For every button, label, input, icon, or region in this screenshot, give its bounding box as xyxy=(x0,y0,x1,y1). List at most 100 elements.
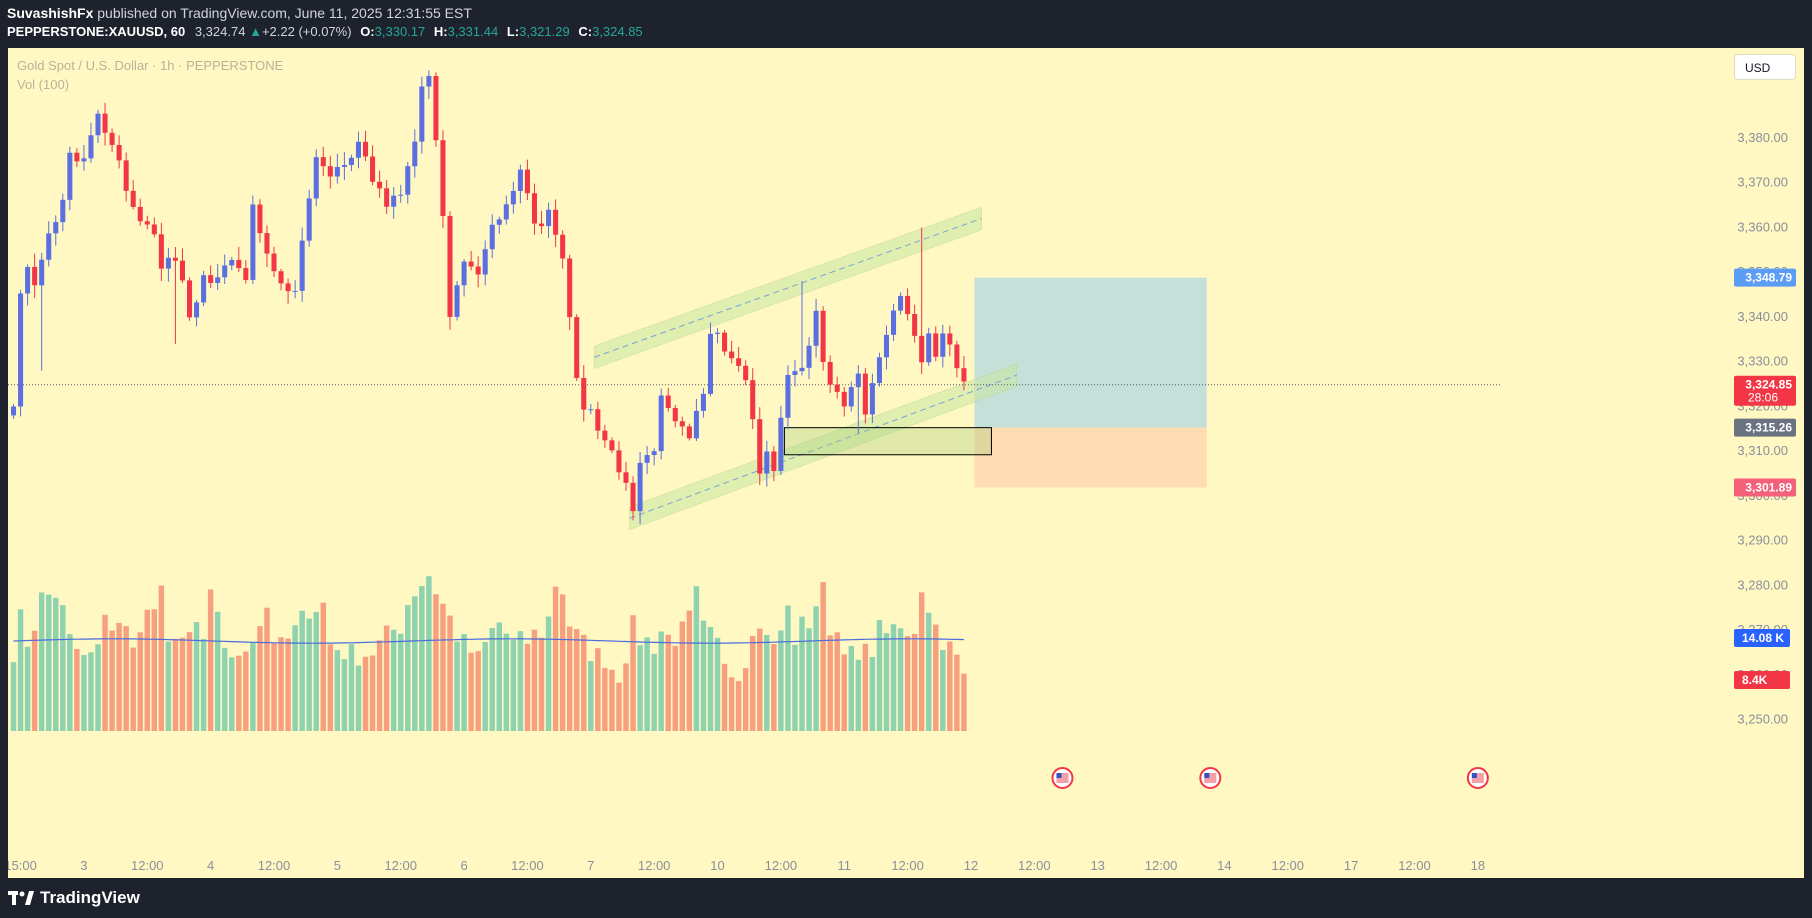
volume-bar[interactable] xyxy=(489,628,495,731)
candle-bear[interactable] xyxy=(947,333,953,345)
volume-bar[interactable] xyxy=(355,665,362,731)
demand-zone-box[interactable] xyxy=(783,427,992,456)
volume-bar[interactable] xyxy=(10,662,17,731)
candle-bear[interactable] xyxy=(172,257,178,261)
candle-bull[interactable] xyxy=(46,233,52,260)
candle-bull[interactable] xyxy=(81,158,87,162)
candle-bull[interactable] xyxy=(778,417,784,471)
candle-bull[interactable] xyxy=(201,275,207,303)
volume-bar[interactable] xyxy=(137,632,143,731)
volume-bar[interactable] xyxy=(207,589,214,731)
volume-bar[interactable] xyxy=(144,609,150,731)
volume-bar[interactable] xyxy=(405,605,411,731)
candle-bear[interactable] xyxy=(553,209,559,235)
candle-bull[interactable] xyxy=(334,166,340,177)
volume-bar[interactable] xyxy=(517,631,524,731)
candle-bull[interactable] xyxy=(341,165,347,167)
candle-bear[interactable] xyxy=(377,181,383,189)
candle-bear[interactable] xyxy=(187,280,193,318)
candle-bear[interactable] xyxy=(130,190,136,207)
volume-bar[interactable] xyxy=(616,682,622,731)
candle-bear[interactable] xyxy=(743,365,749,381)
candle-bull[interactable] xyxy=(299,240,305,291)
candle-bear[interactable] xyxy=(243,268,249,280)
volume-bar[interactable] xyxy=(862,643,869,731)
candle-bear[interactable] xyxy=(912,314,918,336)
candle-bull[interactable] xyxy=(700,393,706,411)
volume-bar[interactable] xyxy=(179,637,186,731)
candle-bear[interactable] xyxy=(327,166,333,177)
volume-bar[interactable] xyxy=(292,625,298,731)
volume-bar[interactable] xyxy=(623,663,629,731)
candle-bull[interactable] xyxy=(306,198,312,241)
volume-bar[interactable] xyxy=(475,651,481,731)
volume-bar[interactable] xyxy=(757,628,763,731)
volume-bar[interactable] xyxy=(559,594,566,731)
candle-bear[interactable] xyxy=(574,317,580,378)
volume-bar[interactable] xyxy=(742,668,749,731)
volume-bar[interactable] xyxy=(679,621,686,731)
volume-bar[interactable] xyxy=(918,592,925,731)
volume-bar[interactable] xyxy=(883,633,890,731)
candle-bear[interactable] xyxy=(595,409,601,431)
volume-bar[interactable] xyxy=(947,641,953,731)
candle-bull[interactable] xyxy=(806,345,812,368)
candle-bull[interactable] xyxy=(876,357,882,384)
volume-bar[interactable] xyxy=(735,681,742,731)
volume-bar[interactable] xyxy=(911,633,918,731)
volume-bar[interactable] xyxy=(785,605,791,731)
price-badge[interactable] xyxy=(1734,375,1796,406)
volume-bar[interactable] xyxy=(151,609,158,731)
volume-bar[interactable] xyxy=(651,653,657,731)
volume-bar[interactable] xyxy=(566,626,573,731)
volume-bar[interactable] xyxy=(545,616,552,731)
candle-bear[interactable] xyxy=(144,221,150,225)
volume-bar[interactable] xyxy=(954,654,960,731)
volume-bar[interactable] xyxy=(503,633,510,731)
volume-bar[interactable] xyxy=(313,611,319,731)
volume-bar[interactable] xyxy=(334,650,341,731)
volume-bar[interactable] xyxy=(74,648,80,731)
volume-bar[interactable] xyxy=(869,657,876,731)
price-badge[interactable] xyxy=(1734,478,1796,497)
candle-bull[interactable] xyxy=(503,204,509,220)
symbol-label[interactable]: PEPPERSTONE:XAUUSD, 60 xyxy=(7,24,186,39)
candle-bear[interactable] xyxy=(74,152,80,162)
candle-bear[interactable] xyxy=(208,275,214,283)
volume-bar[interactable] xyxy=(278,637,284,731)
candle-bull[interactable] xyxy=(926,333,932,363)
volume-bar[interactable] xyxy=(362,656,369,731)
candle-bull[interactable] xyxy=(412,141,418,167)
candle-bear[interactable] xyxy=(433,76,439,141)
volume-badge[interactable] xyxy=(1734,671,1790,689)
volume-bar[interactable] xyxy=(778,630,784,731)
candle-bull[interactable] xyxy=(707,333,713,394)
candle-bear[interactable] xyxy=(539,223,545,227)
candle-bull[interactable] xyxy=(792,371,798,375)
channel-lower-band[interactable] xyxy=(629,363,1018,531)
volume-bar[interactable] xyxy=(257,626,263,731)
candle-bull[interactable] xyxy=(250,204,256,280)
volume-bar[interactable] xyxy=(46,594,52,731)
currency-button[interactable]: USD xyxy=(1734,54,1796,80)
volume-bar[interactable] xyxy=(904,636,911,731)
candle-bear[interactable] xyxy=(363,141,369,157)
volume-bar[interactable] xyxy=(890,624,897,731)
candle-bear[interactable] xyxy=(757,419,763,474)
volume-bar[interactable] xyxy=(214,611,221,731)
candle-bull[interactable] xyxy=(229,259,235,266)
candle-bear[interactable] xyxy=(672,407,678,422)
volume-bar[interactable] xyxy=(17,609,24,731)
candle-bull[interactable] xyxy=(898,295,904,311)
legend-volume[interactable]: Vol (100) xyxy=(17,77,70,92)
candle-bear[interactable] xyxy=(581,377,587,410)
candle-bear[interactable] xyxy=(285,283,291,292)
candle-bear[interactable] xyxy=(841,391,847,407)
volume-bar[interactable] xyxy=(454,641,460,731)
volume-bar[interactable] xyxy=(186,632,193,731)
stop-zone[interactable] xyxy=(974,427,1207,488)
candle-bear[interactable] xyxy=(919,335,925,363)
volume-bar[interactable] xyxy=(602,668,608,731)
volume-badge[interactable] xyxy=(1734,629,1790,647)
candle-bull[interactable] xyxy=(489,224,495,250)
